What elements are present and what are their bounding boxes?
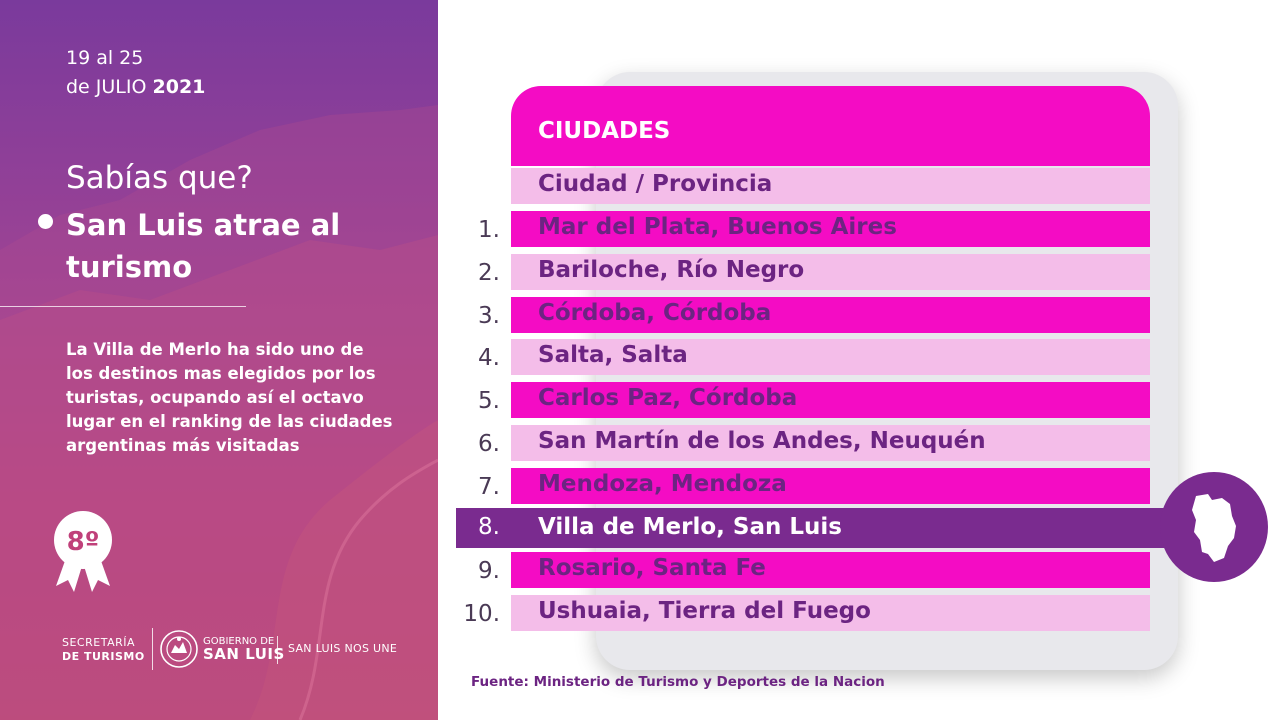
rosette-award-icon: 8º	[54, 511, 112, 592]
table-row: Mendoza, Mendoza	[511, 468, 1150, 504]
rank-number: 9.	[478, 558, 500, 584]
logo-divider	[277, 636, 278, 664]
secretaria-line-1: SECRETARÍA	[62, 636, 136, 649]
table-column-header: Ciudad / Provincia	[511, 168, 1150, 204]
table-row: Córdoba, Córdoba	[511, 297, 1150, 333]
logo-divider	[152, 628, 153, 670]
city-label: San Martín de los Andes, Neuquén	[538, 428, 986, 454]
city-label: Rosario, Santa Fe	[538, 555, 766, 581]
rank-number: 3.	[478, 303, 500, 329]
table-title: CIUDADES	[538, 118, 671, 144]
divider	[0, 306, 246, 307]
rank-number: 7.	[478, 474, 500, 500]
date-line-1: 19 al 25	[66, 47, 144, 69]
gobierno-line-1: GOBIERNO DE	[203, 636, 275, 647]
description-paragraph: La Villa de Merlo ha sido uno de los des…	[66, 340, 393, 455]
table-title-bar: CIUDADES	[511, 86, 1150, 166]
gobierno-line-2: SAN LUIS	[203, 645, 285, 663]
date-year: 2021	[152, 76, 206, 98]
table-row: Salta, Salta	[511, 339, 1150, 375]
rank-number: 1.	[478, 217, 500, 243]
city-label: Córdoba, Córdoba	[538, 300, 772, 326]
city-label: Ushuaia, Tierra del Fuego	[538, 598, 871, 624]
san-luis-seal-icon	[160, 630, 198, 668]
rank-number: 10.	[463, 601, 500, 627]
gobierno-logo: GOBIERNO DE SAN LUIS	[203, 635, 285, 663]
source-note: Fuente: Ministerio de Turismo y Deportes…	[471, 674, 885, 690]
rank-number: 8.	[478, 514, 500, 540]
city-label: Salta, Salta	[538, 342, 688, 368]
mountain-background-image	[0, 105, 438, 720]
highlighted-table-row: 8. Villa de Merlo, San Luis	[456, 508, 1196, 548]
rank-number: 4.	[478, 345, 500, 371]
rank-number: 6.	[478, 431, 500, 457]
slogan: SAN LUIS NOS UNE	[288, 642, 398, 655]
rank-number: 5.	[478, 388, 500, 414]
city-label: Carlos Paz, Córdoba	[538, 385, 798, 411]
table-row: Ushuaia, Tierra del Fuego	[511, 595, 1150, 631]
column-header-label: Ciudad / Provincia	[538, 171, 773, 197]
headline: San Luis atrae al turismo	[66, 208, 341, 284]
city-label: Bariloche, Río Negro	[538, 257, 805, 283]
date-line-2: de JULIO 2021	[66, 73, 205, 102]
badge-label: 8º	[67, 527, 100, 557]
date-range: 19 al 25 de JULIO 2021	[66, 44, 205, 102]
table-row: Mar del Plata, Buenos Aires	[511, 211, 1150, 247]
table-row: San Martín de los Andes, Neuquén	[511, 425, 1150, 461]
date-month: de JULIO	[66, 76, 147, 98]
table-row: Carlos Paz, Córdoba	[511, 382, 1150, 418]
bullet-icon	[38, 214, 53, 229]
table-row: Bariloche, Río Negro	[511, 254, 1150, 290]
question-heading: Sabías que?	[66, 160, 253, 196]
city-label: Mendoza, Mendoza	[538, 471, 787, 497]
san-luis-map-icon	[1192, 494, 1236, 562]
info-panel: 19 al 25 de JULIO 2021 Sabías que? San L…	[0, 0, 438, 720]
table-row: Rosario, Santa Fe	[511, 552, 1150, 588]
city-label: Mar del Plata, Buenos Aires	[538, 214, 897, 240]
secretaria-logo: SECRETARÍA DE TURISMO	[62, 636, 145, 664]
rank-number: 2.	[478, 260, 500, 286]
city-label: Villa de Merlo, San Luis	[538, 514, 842, 540]
map-badge	[1160, 472, 1268, 582]
secretaria-line-2: DE TURISMO	[62, 650, 145, 663]
